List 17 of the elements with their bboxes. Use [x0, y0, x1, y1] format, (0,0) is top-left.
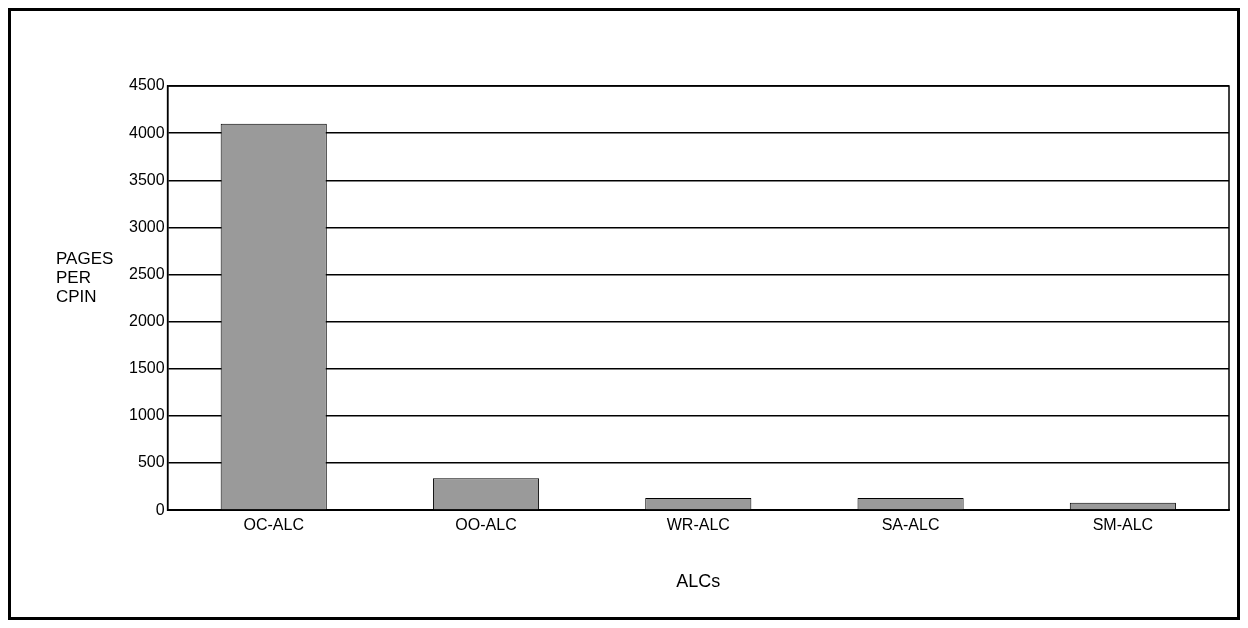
x-tick-label: SA-ALC — [881, 516, 940, 534]
x-tick-label: SM-ALC — [1092, 516, 1154, 534]
y-tick-label: 3500 — [129, 170, 165, 188]
y-tick-label: 2000 — [129, 312, 165, 330]
x-axis-title: ALCs — [676, 571, 721, 592]
y-tick-label: 1000 — [129, 406, 165, 424]
y-tick-label: 0 — [155, 500, 165, 518]
y-tick-label: 3000 — [129, 217, 165, 235]
y-tick-label: 2500 — [129, 264, 165, 282]
y-axis-title: PAGES PER CPIN — [56, 248, 114, 306]
x-tick-label: WR-ALC — [666, 516, 730, 534]
x-tick-label: OO-ALC — [455, 516, 517, 534]
y-tick-label: 500 — [137, 453, 165, 471]
y-tick-label: 1500 — [129, 359, 165, 377]
x-tick-label: OC-ALC — [243, 516, 304, 534]
y-tick-label: 4000 — [129, 123, 165, 141]
y-tick-label: 4500 — [129, 76, 165, 94]
